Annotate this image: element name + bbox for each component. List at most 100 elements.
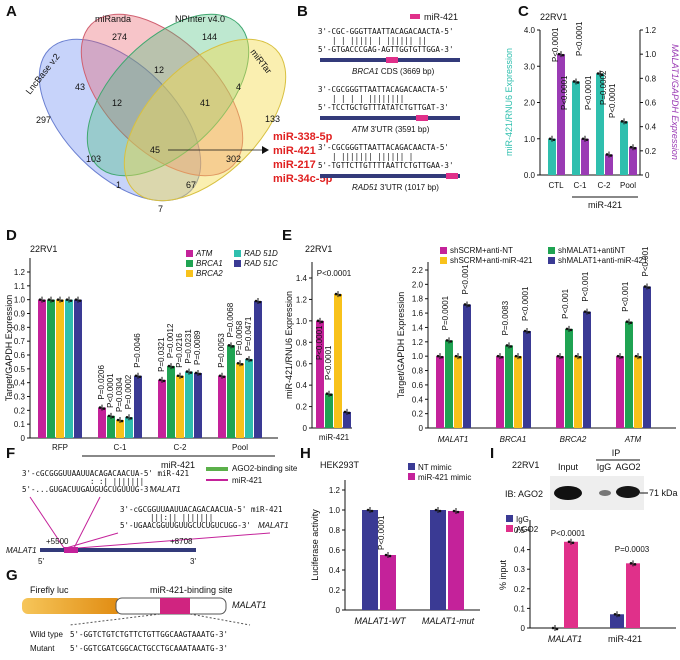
y-tick-label: 0.5 [514,526,526,535]
y-tick-label: 4.0 [524,26,536,35]
bar-e-right [643,286,651,428]
p-value-label: P=0.0089 [193,330,202,365]
bar-e-right-point [527,330,531,334]
legend-swatch [506,525,513,532]
bar-e-left-point [329,393,333,397]
bar-luciferase [362,510,378,610]
bar-atm-point [158,378,162,382]
bar-e-right-point [620,355,624,359]
site-label: miR-421-binding site [150,585,233,595]
bar-e-right [574,356,582,428]
wt-sequence: 5'-GGTCTGTCTGTTCTGTTGGCAAGTAAATG-3' [70,630,228,639]
p-value-label: P=0.0068 [226,302,235,337]
y-tick-label: 1.0 [412,352,424,361]
y-tick-label: 1.8 [412,295,424,304]
bar-e-right-point [574,354,578,358]
bar-e-left-point [316,319,320,323]
venn-set-mirtar [123,38,287,202]
coordinate-label: +8708 [170,537,193,546]
legend-swatch [186,270,193,277]
p-value-label: P=0.0321 [157,337,166,372]
legend-swatch-ago2 [206,467,228,471]
bar-e-left [316,320,324,428]
alignment-block-rad51: 3'-CGCGGGTTAATTACAGACAACTA-5' | ||||||| … [318,143,460,192]
y-tick-label: 0.4 [14,379,26,388]
venn-count: 12 [112,98,122,108]
y-tick-label: 1.6 [412,309,424,318]
bar-percent-input-point [567,540,571,544]
bar-e-right-point [505,344,509,347]
bar-brca2-point [180,375,184,379]
ib-label: IB: AGO2 [505,489,543,499]
panel-label-g: G [6,567,18,584]
legend-swatch-mir421 [206,479,228,481]
y-tick-label: 0.2 [514,585,526,594]
cell-line-label: 22RV1 [305,244,332,254]
p-value-label: P<0.001 [581,271,590,302]
x-tick-label: Pool [620,181,636,190]
y-tick-label: 0.3 [14,393,26,402]
bar-malat1 [557,54,565,175]
bar-e-right-point [647,286,651,289]
legend-swatch [408,473,415,480]
legend-swatch [548,247,555,254]
bar-e-right-point [578,355,582,359]
bar-e-right-point [643,285,647,288]
site1-gene: MALAT1 [150,485,181,494]
p-value-label: P<0.0001 [608,83,617,118]
venn-count: 103 [86,154,101,164]
bar-e-right [454,356,462,428]
y-tick-label: 0.0 [524,171,536,180]
bar-malat1-point [581,137,585,141]
y-tick-label: 1.2 [329,486,341,495]
y-tick-label: 0.3 [514,565,526,574]
venn-count: 7 [158,204,163,214]
y-tick-label: 0.2 [329,586,341,595]
bar-e-right-point [445,339,449,342]
bar-e-right [565,328,573,428]
legend-swatch [186,260,193,267]
p-value-label: P=0.0053 [217,333,226,368]
bar-rad51d-point [65,298,69,301]
y-tick-label: 3.0 [524,62,536,71]
x-tick-label: MALAT1-mut [422,616,475,626]
bar-e-right-point [634,354,638,358]
panel-f-diagram: AGO2-binding site miR-421 3'-cGCGGGUUAAU… [6,464,298,566]
bar-luciferase-point [384,553,388,557]
x-tick-label: C-1 [114,443,127,452]
bar-brca1 [47,299,55,438]
legend-swatch [186,250,193,257]
y-axis-label: Target/GAPDH Expression [4,295,14,402]
bar-e-right [634,356,642,428]
y-tick-label: 0 [419,424,424,433]
bar-atm [158,379,166,438]
bar-brca2-point [120,419,124,423]
y-tick-label: 0.1 [14,420,26,429]
bar-percent-input-point [571,541,575,545]
bar-malat1 [581,138,589,175]
bar-rad51c-point [138,375,142,379]
venn-count: 302 [226,154,241,164]
p-value-label: P=0.0304 [115,377,124,412]
x-tick-label: ATM [624,435,642,444]
p-value-label: P<0.0001 [106,373,115,408]
five-prime-label: 5' [38,557,44,566]
bar-mir421-point [596,72,600,75]
cell-line-label: 22RV1 [512,460,539,470]
bar-malat1-point [609,154,613,157]
bar-atm-point [102,407,106,410]
panel-label-d: D [6,227,17,244]
y-tick-label: 1.2 [14,268,26,277]
y-tick-label: 1.0 [645,50,657,59]
pairing-marks: | ||||||| |||||| | [332,152,413,161]
x-tick-label: C-2 [174,443,187,452]
venn-count: 133 [265,114,280,124]
bar-e-right [436,356,444,428]
y-tick-label: 0 [336,606,341,615]
bar-e-right [514,356,522,428]
venn-count: 274 [112,32,127,42]
bar-rad51c-point [74,298,78,301]
bar-luciferase-point [388,554,392,558]
bar-e-left-point [338,293,342,297]
legend-swatch [410,14,420,19]
